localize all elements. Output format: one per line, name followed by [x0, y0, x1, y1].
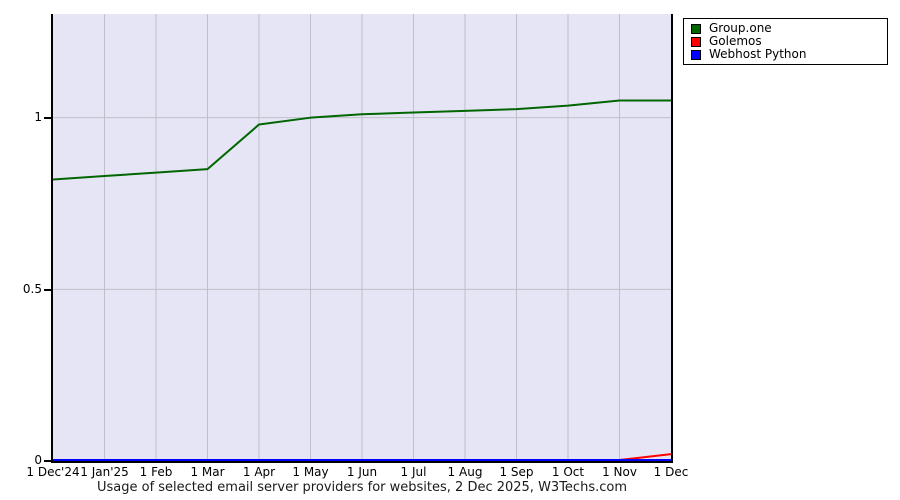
x-axis-tick-label: 1 Dec [653, 465, 689, 479]
legend-item-webhost-python: Webhost Python [689, 48, 882, 61]
x-axis-labels: 1 Dec'24 1 Jan'25 1 Feb 1 Mar 1 Apr 1 May 1 Ju… [0, 466, 900, 480]
x-axis-tick-label: 1 Aug [447, 465, 483, 479]
y-axis-tick-label: 1 [34, 110, 42, 124]
y-axis-tick-mark [44, 289, 53, 291]
legend-item-golemos: Golemos [689, 35, 882, 48]
series-line-group-one [53, 99, 671, 181]
x-axis-tick-label: 1 Nov [602, 465, 637, 479]
x-axis-tick-label: 1 Jan'25 [80, 465, 129, 479]
legend-label: Golemos [709, 34, 762, 48]
legend-item-group-one: Group.one [689, 22, 882, 35]
legend: Group.one Golemos Webhost Python [683, 18, 888, 65]
plot-area [51, 14, 673, 463]
x-axis-tick-label: 1 Oct [551, 465, 585, 479]
x-axis-tick-label: 1 Feb [139, 465, 173, 479]
x-axis-tick-label: 1 Mar [190, 465, 225, 479]
y-axis-tick-mark [44, 117, 53, 119]
legend-swatch-icon [691, 49, 701, 60]
x-axis-tick-label: 1 Sep [499, 465, 534, 479]
chart-title: Usage of selected email server providers… [96, 480, 627, 495]
legend-label: Group.one [709, 21, 772, 35]
x-axis-tick-label: 1 Jun [346, 465, 378, 479]
x-axis-tick-label: 1 Jul [400, 465, 427, 479]
y-axis-tick-mark [44, 460, 53, 462]
x-axis-tick-label: 1 Apr [242, 465, 276, 479]
legend-swatch-icon [691, 23, 701, 34]
chart-plot-svg [53, 14, 671, 461]
x-axis-tick-label: 1 May [292, 465, 329, 479]
legend-swatch-icon [691, 36, 701, 47]
legend-label: Webhost Python [709, 47, 807, 61]
x-axis-tick-label: 1 Dec'24 [26, 465, 80, 479]
y-axis-tick-label: 0.5 [22, 282, 42, 296]
y-axis-tick-label: 0 [34, 453, 42, 467]
